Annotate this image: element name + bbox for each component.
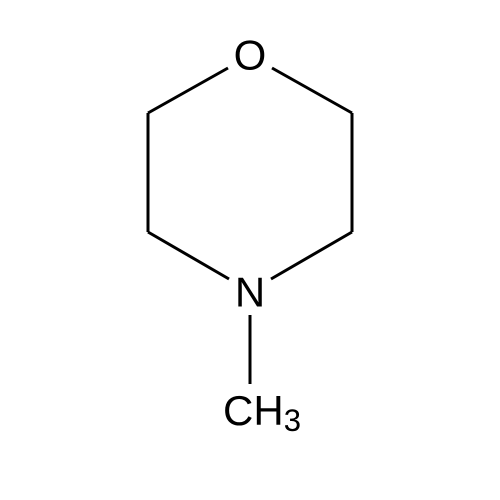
molecule-diagram: O N CH3 bbox=[0, 0, 500, 500]
atom-O: O bbox=[234, 32, 267, 79]
bonds-group bbox=[148, 68, 352, 384]
atoms-group: O N CH3 bbox=[223, 32, 301, 438]
atom-CH3: CH3 bbox=[223, 387, 301, 438]
bond bbox=[271, 232, 352, 279]
bond bbox=[148, 232, 229, 279]
bond bbox=[148, 68, 228, 113]
atom-N: N bbox=[235, 269, 265, 316]
bond bbox=[272, 68, 352, 113]
